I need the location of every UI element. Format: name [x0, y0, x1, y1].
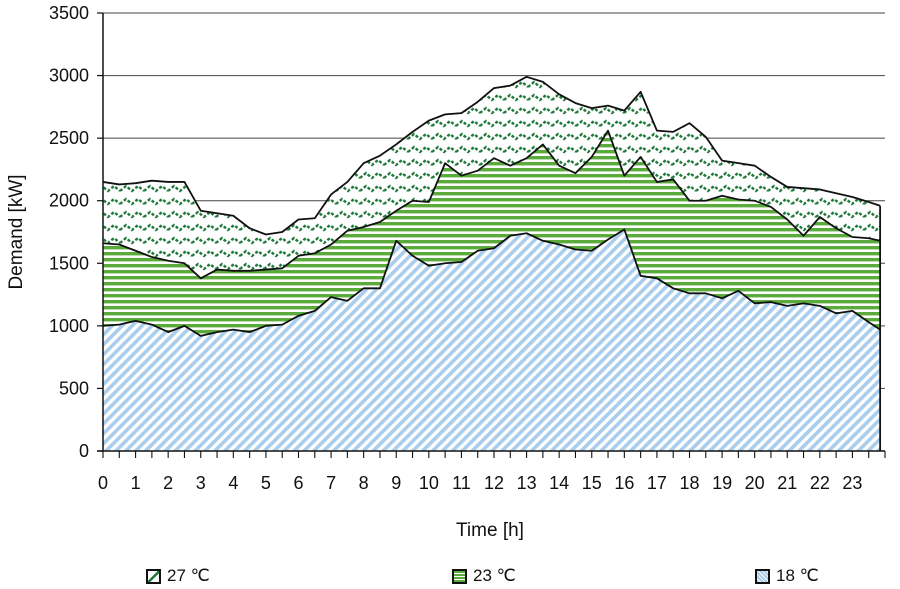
x-tick-label: 4	[228, 473, 238, 493]
x-tick-label: 23	[842, 473, 862, 493]
y-tick-labels: 0 500 1000 1500 2000 2500 3000 3500	[49, 3, 89, 461]
legend-label: 23 ℃	[473, 566, 516, 585]
series-outline	[102, 129, 881, 280]
legend-swatch-stripe-icon	[452, 568, 467, 584]
legend-item-18c: 18 ℃	[755, 566, 819, 586]
x-tick-label: 13	[517, 473, 537, 493]
y-tick-label: 3000	[49, 66, 89, 86]
x-tick-label: 11	[452, 473, 471, 493]
x-tick-label: 2	[163, 473, 173, 493]
x-tick-label: 18	[679, 473, 699, 493]
x-tick-label: 21	[777, 473, 797, 493]
y-axis-title: Demand [kW]	[6, 174, 27, 289]
legend-label: 18 ℃	[776, 566, 819, 585]
x-tick-label: 6	[293, 473, 303, 493]
x-tick-label: 12	[484, 473, 504, 493]
x-tick-label: 20	[745, 473, 765, 493]
y-tick-label: 2500	[49, 128, 89, 148]
legend-label: 27 ℃	[167, 566, 210, 585]
x-tick-label: 19	[712, 473, 732, 493]
x-tick-label: 8	[359, 473, 369, 493]
stacked-areas	[102, 75, 882, 451]
legend-item-23c: 23 ℃	[452, 566, 516, 586]
y-tick-label: 3500	[49, 3, 89, 23]
legend-swatch-diag-icon	[755, 568, 770, 584]
series-outline	[102, 75, 881, 236]
x-tick-label: 7	[326, 473, 336, 493]
y-tick-label: 1500	[49, 253, 89, 273]
x-tick-label: 0	[98, 473, 108, 493]
x-tick-labels: 0 1 2 3 4 5 6 7 8 9 10 11 12 13 14 15 16 17 18 19 20 21 22 23	[98, 473, 862, 493]
x-tick-label: 15	[582, 473, 602, 493]
x-tick-label: 9	[391, 473, 401, 493]
y-tick-label: 500	[59, 378, 89, 398]
x-tick-label: 14	[549, 473, 569, 493]
axes	[97, 12, 886, 458]
x-tick-label: 16	[614, 473, 634, 493]
area-2	[103, 76, 881, 279]
series-outline	[102, 228, 881, 337]
y-tick-label: 0	[79, 441, 89, 461]
x-tick-label: 10	[419, 473, 439, 493]
area-0	[103, 229, 881, 451]
legend-swatch-wave-icon	[146, 568, 161, 584]
x-tick-label: 3	[196, 473, 206, 493]
x-axis-title: Time [h]	[456, 520, 524, 541]
y-tick-label: 2000	[49, 191, 89, 211]
legend-item-27c: 27 ℃	[146, 566, 210, 586]
x-tick-label: 17	[647, 473, 667, 493]
x-tick-label: 1	[131, 473, 141, 493]
x-tick-label: 22	[810, 473, 830, 493]
x-tick-label: 5	[261, 473, 271, 493]
y-tick-label: 1000	[49, 316, 89, 336]
area-1	[103, 130, 881, 336]
